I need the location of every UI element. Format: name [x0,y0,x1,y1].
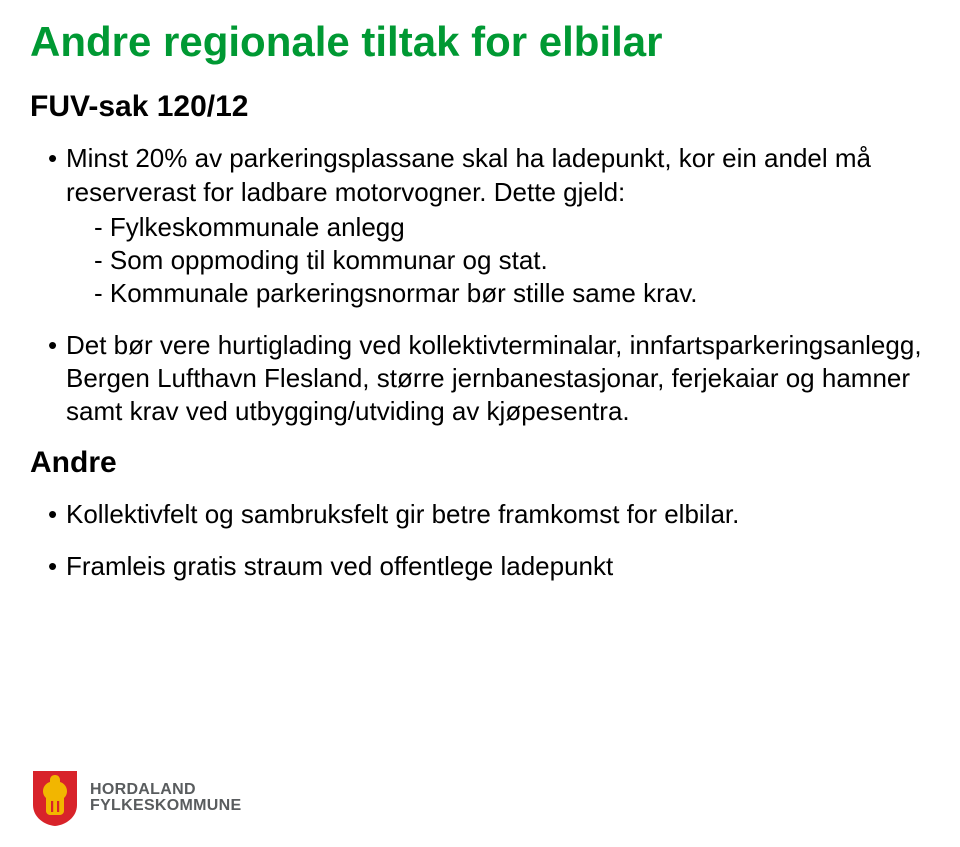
bullet-text: Kollektivfelt og sambruksfelt gir betre … [66,499,739,529]
section1-heading: FUV-sak 120/12 [30,90,930,124]
footer-text: HORDALAND FYLKESKOMMUNE [90,782,241,815]
shield-icon [30,769,80,827]
bullet-item: Kollektivfelt og sambruksfelt gir betre … [48,498,930,531]
bullet-item: Det bør vere hurtiglading ved kollektivt… [48,329,930,429]
bullet-text: Framleis gratis straum ved offentlege la… [66,551,613,581]
bullet-item: Framleis gratis straum ved offentlege la… [48,550,930,583]
slide: Andre regionale tiltak for elbilar FUV-s… [0,0,960,847]
footer-logo: HORDALAND FYLKESKOMMUNE [30,769,241,827]
section1-bullets: Minst 20% av parkeringsplassane skal ha … [30,142,930,428]
bullet-sublines: - Fylkeskommunale anlegg - Som oppmoding… [66,211,930,311]
bullet-text: Det bør vere hurtiglading ved kollektivt… [66,330,922,427]
footer-line1: HORDALAND [90,782,241,798]
bullet-text: Minst 20% av parkeringsplassane skal ha … [66,143,871,206]
subline: - Fylkeskommunale anlegg [66,211,930,244]
footer-line2: FYLKESKOMMUNE [90,798,241,814]
subline: - Kommunale parkeringsnormar bør stille … [66,277,930,310]
subline: - Som oppmoding til kommunar og stat. [66,244,930,277]
bullet-item: Minst 20% av parkeringsplassane skal ha … [48,142,930,310]
section2-bullets: Kollektivfelt og sambruksfelt gir betre … [30,498,930,583]
page-title: Andre regionale tiltak for elbilar [30,18,930,66]
section2-heading: Andre [30,446,930,480]
